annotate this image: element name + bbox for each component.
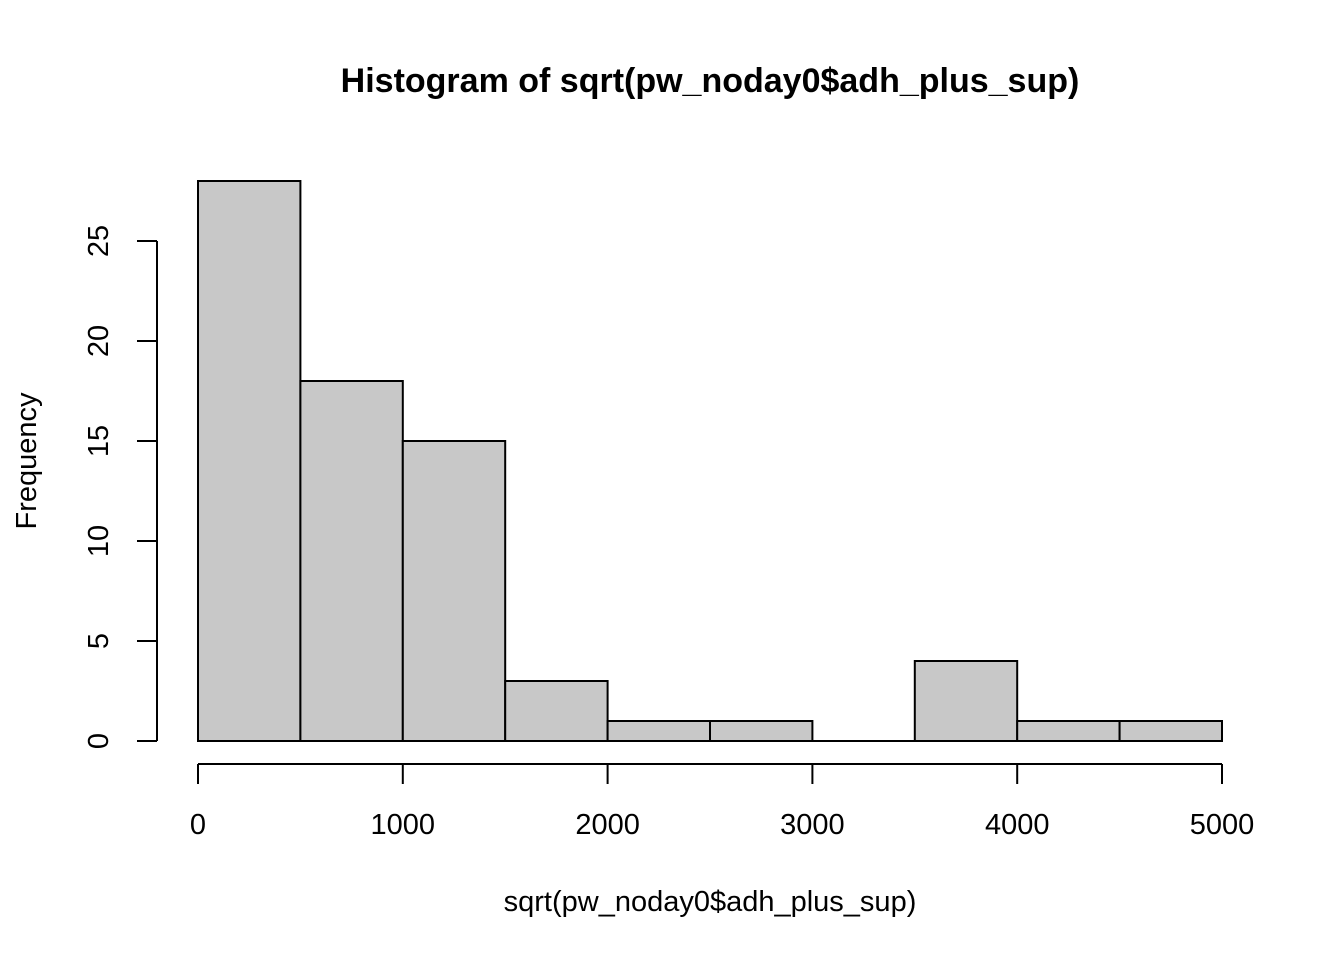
histogram-bars	[197, 180, 1223, 742]
x-tick-label: 0	[190, 809, 206, 841]
x-tick-label: 1000	[371, 809, 436, 841]
y-tick-label: 10	[83, 525, 115, 557]
histogram-bar	[504, 680, 609, 742]
histogram-bar	[709, 720, 814, 742]
x-tick-label: 2000	[575, 809, 640, 841]
x-tick-label: 3000	[780, 809, 845, 841]
y-axis: 0 5 10 15 20 25	[83, 225, 158, 749]
histogram-bar	[913, 660, 1019, 742]
histogram-bar	[401, 440, 507, 742]
y-tick-label: 0	[83, 733, 115, 749]
x-axis-label: sqrt(pw_noday0$adh_plus_sup)	[504, 886, 917, 918]
y-tick-label: 15	[83, 425, 115, 457]
y-tick-label: 5	[83, 633, 115, 649]
x-tick-label: 4000	[985, 809, 1050, 841]
histogram-bar	[197, 180, 302, 742]
histogram-bar	[1016, 720, 1121, 742]
y-tick-label: 25	[83, 225, 115, 257]
y-axis-label: Frequency	[11, 392, 43, 530]
y-tick-label: 20	[83, 325, 115, 357]
histogram-bar	[1118, 720, 1223, 742]
x-tick-label: 5000	[1190, 809, 1255, 841]
chart-title: Histogram of sqrt(pw_noday0$adh_plus_sup…	[341, 62, 1080, 100]
histogram-bar	[299, 380, 404, 742]
x-axis: 0 1000 2000 3000 4000 5000	[190, 763, 1255, 841]
histogram-bar	[606, 720, 711, 742]
